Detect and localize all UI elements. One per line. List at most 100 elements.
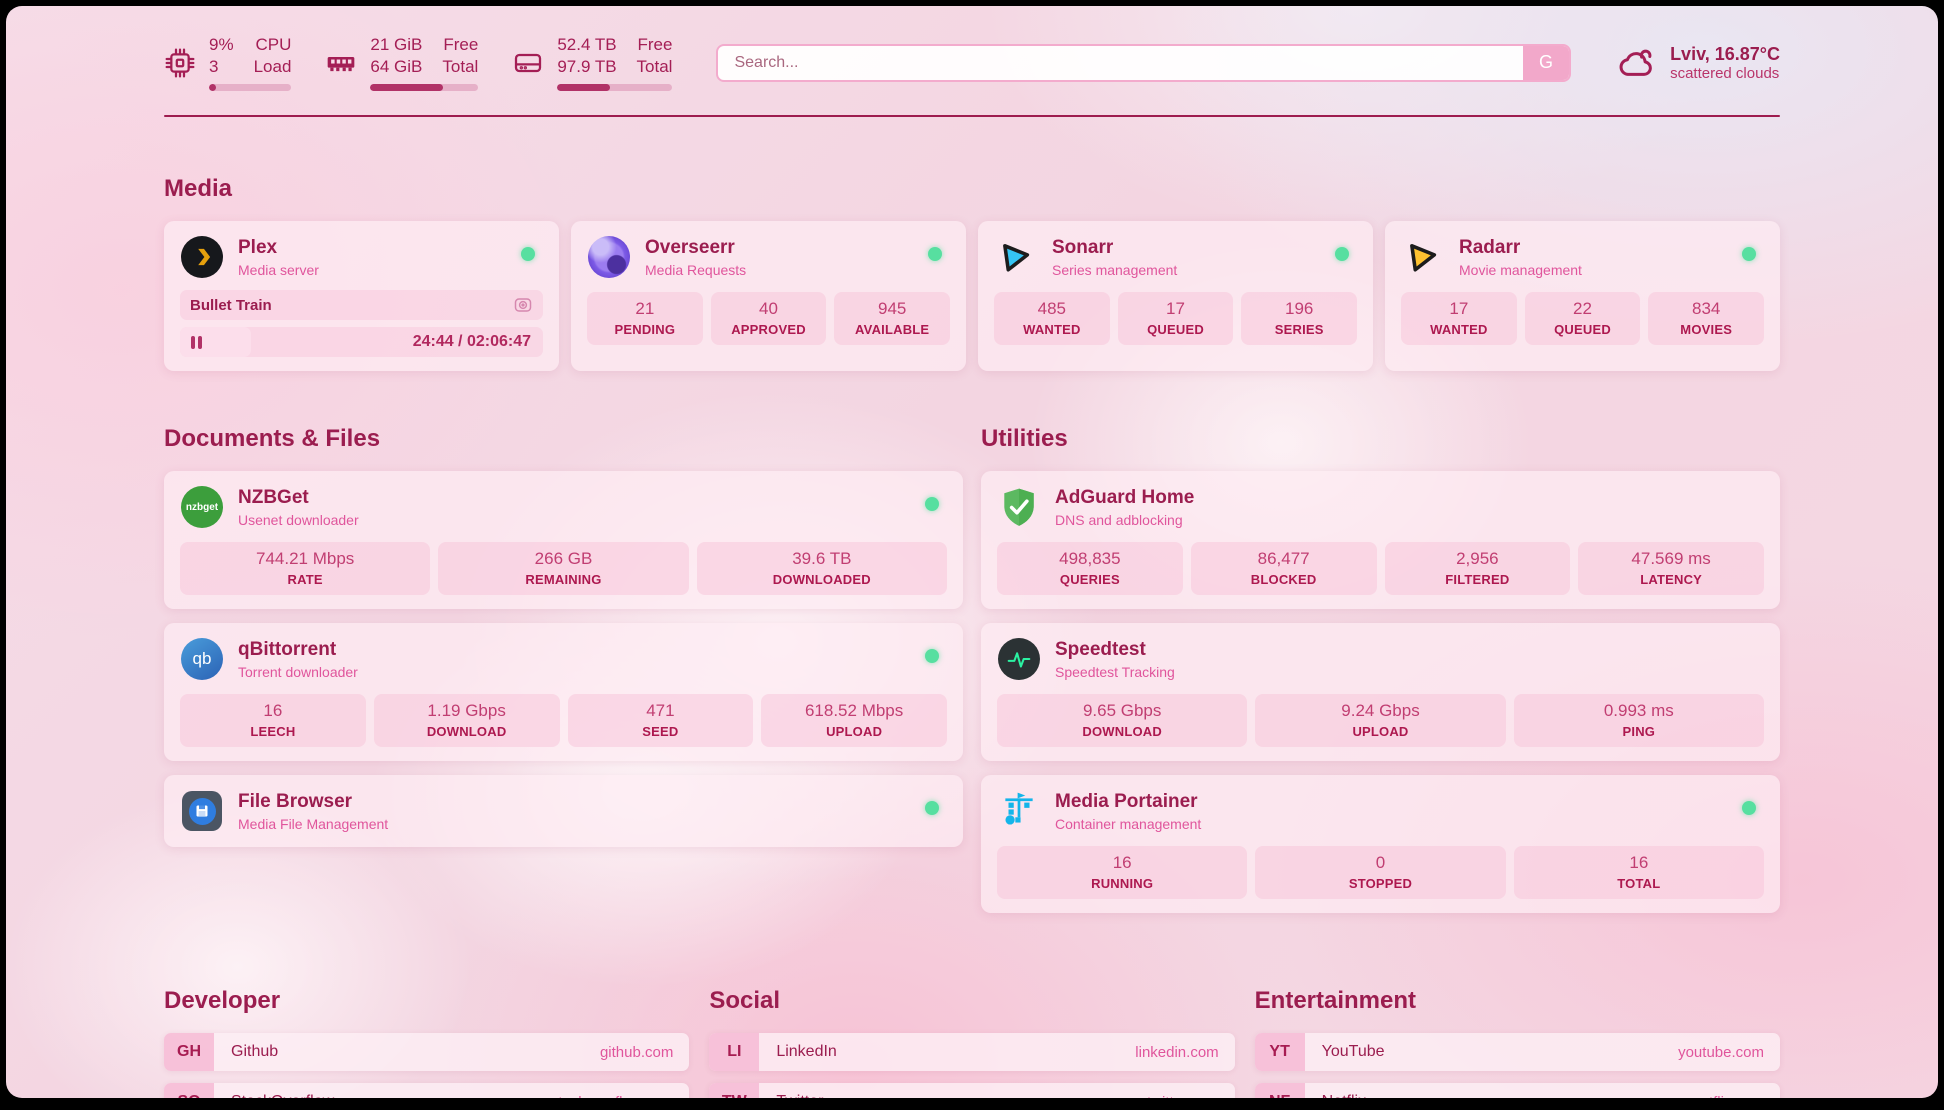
app-name: Sonarr [1052, 236, 1114, 258]
app-subtitle: Usenet downloader [238, 511, 359, 528]
speedtest-icon [997, 637, 1041, 681]
stat-box-value: 40 [759, 299, 778, 319]
stat-box-label: MOVIES [1680, 322, 1733, 338]
header-divider [164, 115, 1780, 118]
app-subtitle: Media server [238, 261, 319, 278]
stat-box-label: FILTERED [1445, 572, 1510, 588]
status-dot-online [1742, 247, 1756, 262]
app-card-adguard[interactable]: AdGuard Home DNS and adblocking 498,835 QUE… [981, 471, 1780, 610]
section-title-utilities: Utilities [981, 425, 1068, 453]
stat-progress-bar [557, 84, 673, 92]
app-titles: File Browser Media File Management [238, 791, 388, 832]
app-titles: Overseerr Media Requests [645, 237, 746, 278]
app-header: Plex Media server [180, 235, 543, 279]
bookmark-link-linkedin[interactable]: LI LinkedIn linkedin.com [709, 1033, 1235, 1072]
stat-box-value: 17 [1166, 299, 1185, 319]
stat-box-download: 9.65 Gbps DOWNLOAD [997, 694, 1248, 748]
bookmark-abbr-badge: NF [1254, 1083, 1305, 1098]
bookmark-url: linkedin.com [1135, 1043, 1219, 1061]
app-name: qBittorrent [238, 638, 337, 660]
bookmark-group-title: Entertainment [1254, 987, 1417, 1015]
app-stats-row: 16 LEECH 1.19 Gbps DOWNLOAD 471 SEED 618.52 Mb… [180, 694, 947, 748]
stat-box-wanted: 17 WANTED [1401, 292, 1517, 346]
system-stat-body: 9% 3 CPU Load [209, 34, 292, 92]
stat-box-running: 16 RUNNING [997, 846, 1248, 900]
app-header: Radarr Movie management [1401, 235, 1764, 279]
stat-box-label: DOWNLOAD [426, 724, 507, 740]
stat-box-value: 22 [1573, 299, 1592, 319]
search-engine-button[interactable]: G [1523, 45, 1570, 80]
stat-box-label: UPLOAD [1352, 724, 1409, 740]
app-card-nzbget[interactable]: nzbget NZBGet Usenet downloader 744.21 Mbps… [164, 471, 963, 610]
stat-box-available: 945 AVAILABLE [834, 292, 951, 346]
search-input[interactable] [718, 45, 1524, 80]
stat-box-series: 196 SERIES [1241, 292, 1358, 346]
stat-box-value: 0 [1375, 853, 1386, 873]
bookmark-group-entertainment: Entertainment YT YouTube youtube.com NF Netfl… [1254, 987, 1780, 1098]
stat-box-rate: 744.21 Mbps RATE [180, 542, 431, 596]
app-card-plex[interactable]: Plex Media server Bullet Train 24:44 / 02:… [164, 221, 559, 372]
nzbget-icon: nzbget [180, 485, 224, 529]
app-card-filebrowser[interactable]: File Browser Media File Management [164, 775, 963, 848]
stat-box-remaining: 266 GB REMAINING [438, 542, 689, 596]
app-card-speedtest[interactable]: Speedtest Speedtest Tracking 9.65 Gbps DOWN… [981, 623, 1780, 762]
weather-widget[interactable]: Lviv, 16.87°C scattered clouds [1615, 42, 1780, 84]
app-card-overseerr[interactable]: Overseerr Media Requests 21 PENDING 40 APPROV… [571, 221, 966, 372]
radarr-icon [1401, 235, 1445, 279]
stat-box-downloaded: 39.6 TB DOWNLOADED [696, 542, 947, 596]
pause-icon[interactable] [191, 335, 202, 349]
app-name: Speedtest [1055, 638, 1146, 660]
bookmark-link-twitter[interactable]: TW Twitter twitter.com [709, 1083, 1235, 1098]
app-header: File Browser Media File Management [180, 789, 947, 833]
stat-box-queued: 22 QUEUED [1524, 292, 1641, 346]
app-card-qbittorrent[interactable]: qb qBittorrent Torrent downloader 16 LEECH 1.… [164, 623, 963, 762]
app-name: File Browser [238, 790, 353, 812]
bookmark-group-social: Social LI LinkedIn linkedin.com TW Twitter twi… [709, 987, 1235, 1098]
app-card-radarr[interactable]: Radarr Movie management 17 WANTED 22 QUEUED 83… [1385, 221, 1780, 372]
stat-label-top: CPU [255, 35, 292, 54]
adguard-icon [997, 485, 1041, 529]
system-stat-values: 21 GiB 64 GiB Free Total [370, 34, 478, 78]
section-title-documents: Documents & Files [164, 425, 381, 453]
app-card-portainer[interactable]: Media Portainer Container management 16 RUN… [981, 775, 1780, 914]
video-icon [513, 295, 533, 315]
bookmark-link-netflix[interactable]: NF Netflix netflix.com [1254, 1083, 1780, 1098]
stat-box-seed: 471 SEED [567, 694, 754, 748]
stat-label-top: Free [637, 35, 673, 54]
stat-box-value: 16 [263, 701, 283, 721]
stat-box-queued: 17 QUEUED [1117, 292, 1234, 346]
stat-box-label: PING [1622, 724, 1656, 740]
app-titles: Plex Media server [238, 237, 319, 278]
stat-box-movies: 834 MOVIES [1648, 292, 1765, 346]
bookmark-link-youtube[interactable]: YT YouTube youtube.com [1254, 1033, 1780, 1072]
bookmark-url: netflix.com [1692, 1094, 1780, 1098]
status-dot-online [925, 497, 939, 512]
stat-box-value: 196 [1284, 299, 1314, 319]
app-titles: Radarr Movie management [1459, 237, 1582, 278]
app-titles: Media Portainer Container management [1055, 791, 1201, 832]
bookmark-abbr-badge: SO [164, 1083, 214, 1098]
status-dot-online [1335, 247, 1349, 262]
stat-box-label: LEECH [250, 724, 296, 740]
stat-box-label: RUNNING [1091, 876, 1154, 892]
app-subtitle: Media File Management [238, 815, 389, 832]
stat-box-value: 618.52 Mbps [804, 701, 904, 721]
status-dot-online [925, 801, 939, 816]
status-dot-online [928, 247, 942, 262]
playback-time: 24:44 / 02:06:47 [412, 333, 531, 351]
bookmark-link-stackoverflow[interactable]: SO StackOverflow stackoverflow.com [164, 1083, 690, 1098]
search-box: G [716, 43, 1572, 82]
bookmark-link-github[interactable]: GH Github github.com [164, 1033, 690, 1072]
bookmark-name: Netflix [1322, 1093, 1366, 1098]
app-titles: Speedtest Speedtest Tracking [1055, 639, 1175, 680]
stat-value-top: 52.4 TB [557, 35, 617, 54]
stat-progress-bar [370, 84, 479, 92]
stat-label-top: Free [443, 35, 479, 54]
app-card-sonarr[interactable]: Sonarr Series management 485 WANTED 17 QUEUED… [978, 221, 1373, 372]
app-stats-row: 485 WANTED 17 QUEUED 196 SERIES [994, 292, 1358, 346]
stat-labels: Free Total [637, 34, 673, 78]
status-dot-online [925, 649, 939, 664]
stat-values: 9% 3 [209, 34, 234, 78]
bookmark-abbr-badge: GH [164, 1033, 214, 1072]
stat-box-value: 2,956 [1456, 549, 1499, 569]
